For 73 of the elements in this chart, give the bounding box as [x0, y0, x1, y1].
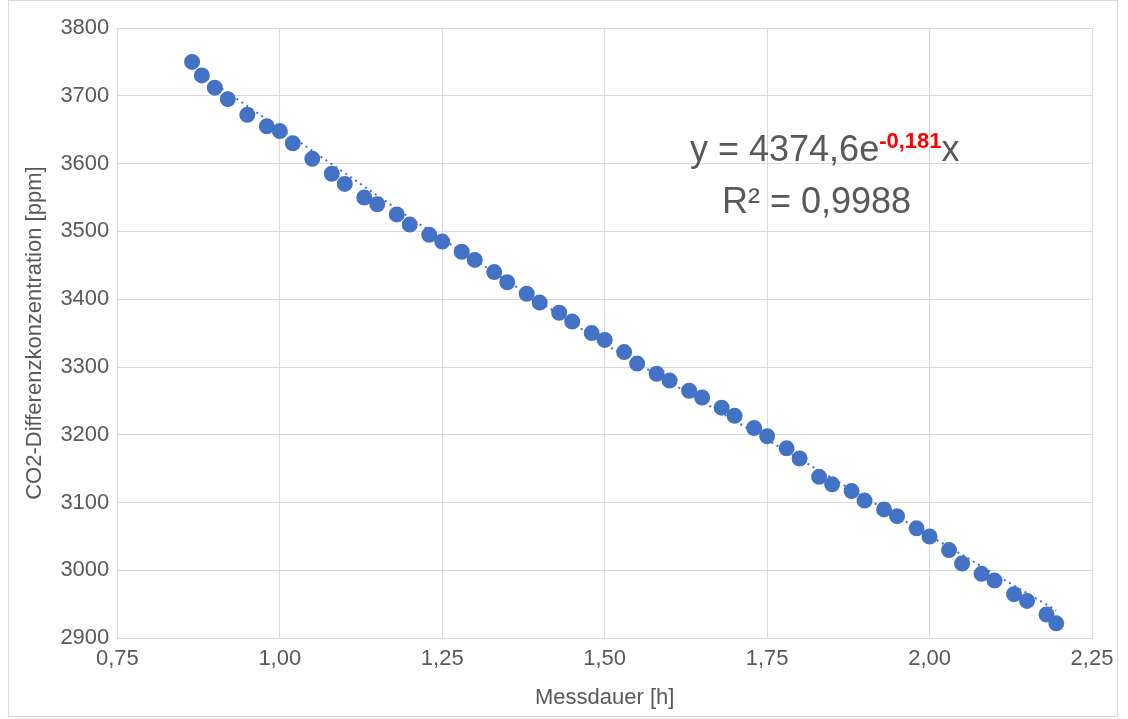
point: [323, 165, 340, 182]
point: [973, 565, 990, 582]
point: [681, 382, 698, 399]
x-tick-label: 1,50: [583, 645, 627, 671]
point: [811, 468, 828, 485]
point: [1019, 592, 1036, 609]
point: [629, 355, 646, 372]
point: [941, 542, 958, 559]
x-tick-label: 2,00: [908, 645, 951, 671]
point: [284, 135, 301, 152]
point: [856, 492, 873, 509]
point: [499, 274, 516, 291]
point: [184, 53, 201, 70]
point: [694, 389, 711, 406]
point: [843, 483, 860, 500]
point: [518, 285, 535, 302]
annotation: y = 4374,6e$^{-0,181}$x: [690, 128, 960, 170]
point: [791, 450, 808, 467]
y-tick-label: 3300: [60, 353, 110, 379]
y-tick-label: 3100: [60, 488, 110, 514]
point: [1048, 615, 1065, 632]
annotation: R² = 0,9988: [722, 180, 912, 222]
y-axis-title: CO2-Differenzkonzentration [ppm]: [21, 166, 47, 500]
point: [453, 243, 470, 260]
point: [954, 555, 971, 572]
point: [824, 476, 841, 493]
point: [271, 123, 288, 140]
point: [726, 407, 743, 424]
point: [759, 428, 776, 445]
y-tick-label: 3400: [60, 285, 110, 311]
point: [239, 106, 256, 123]
point: [466, 251, 483, 268]
point: [1038, 606, 1055, 623]
point: [713, 399, 730, 416]
point: [206, 79, 223, 96]
y-tick-label: 3600: [60, 149, 110, 175]
point: [661, 372, 678, 389]
point: [356, 189, 373, 206]
point: [219, 91, 236, 108]
point: [564, 313, 581, 330]
x-tick-label: 1,25: [420, 645, 464, 671]
point: [304, 150, 321, 167]
y-tick-label: 3700: [60, 81, 110, 107]
point: [369, 196, 386, 213]
x-axis-title: Messdauer [h]: [534, 683, 675, 709]
y-tick-label: 3200: [60, 420, 110, 446]
point: [193, 67, 210, 84]
x-tick-label: 1,00: [258, 645, 302, 671]
point: [531, 294, 548, 311]
y-tick-label: 3800: [60, 14, 110, 40]
point: [778, 440, 795, 457]
y-tick-label: 3500: [60, 217, 110, 243]
point: [876, 501, 893, 518]
point: [434, 233, 451, 250]
point: [336, 175, 353, 192]
point: [921, 528, 938, 545]
point: [648, 365, 665, 382]
point: [746, 420, 763, 437]
point: [583, 325, 600, 342]
x-tick-label: 1,75: [745, 645, 789, 671]
point: [986, 572, 1003, 589]
point: [258, 118, 275, 135]
point: [421, 226, 438, 243]
point: [486, 264, 503, 281]
point: [1006, 586, 1023, 603]
point: [401, 216, 418, 233]
point: [889, 508, 906, 525]
y-tick-label: 3000: [60, 556, 110, 582]
point: [551, 304, 568, 321]
point: [616, 344, 633, 361]
point: [388, 206, 405, 223]
point: [596, 331, 613, 348]
x-tick-label: 2,25: [1070, 645, 1114, 671]
